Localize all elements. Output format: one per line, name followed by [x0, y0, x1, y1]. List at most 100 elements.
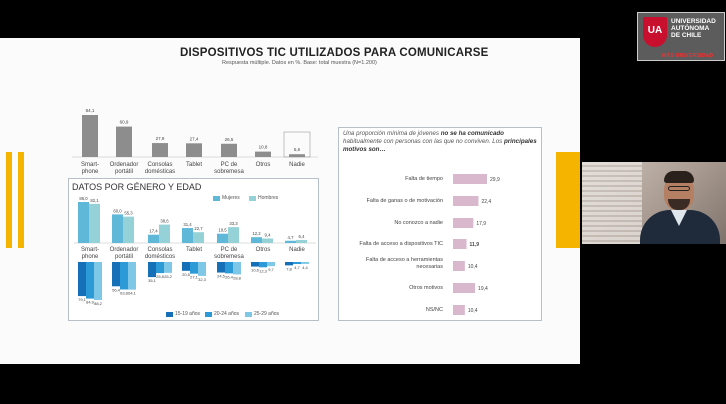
hombres-label-0: 82,1: [90, 198, 99, 203]
hombres-bar-5: [262, 238, 273, 243]
age_25_29-bar-0: [94, 262, 102, 300]
top-bar-label-0: 84,1: [86, 108, 95, 113]
mujeres-label-3: 31,4: [183, 222, 192, 227]
legend-age-15-19-label: 15-19 años: [175, 311, 201, 317]
mujeres-bar-0: [78, 202, 89, 243]
accent-bar-right: [556, 152, 580, 248]
motive-value-0: 29,9: [490, 177, 500, 183]
hombres-label-5: 9,4: [265, 233, 272, 238]
hombres-label-3: 22,7: [194, 226, 203, 231]
age_15_19-bar-2: [148, 262, 156, 278]
age_25_29-label-5: 9,7: [268, 267, 274, 272]
age_20_24-bar-2: [156, 262, 164, 274]
top-bar-label-1: 60,9: [120, 120, 129, 125]
gender-category-5: Otros: [256, 247, 271, 253]
gender-category-0: Smart-phone: [81, 247, 99, 260]
legend-hombres: Hombres: [249, 195, 278, 201]
top-bar-4: [221, 143, 237, 157]
age_15_19-bar-4: [217, 262, 225, 273]
motive-label-1: Falta de ganas o de motivación: [367, 198, 443, 204]
age_20_24-bar-3: [190, 262, 198, 274]
top-bar-label-3: 27,4: [190, 136, 199, 141]
slide-title: DISPOSITIVOS TIC UTILIZADOS PARA COMUNIC…: [180, 47, 489, 59]
motive-value-3: 11,9: [470, 242, 480, 248]
legend-age-20-24-label: 20-24 años: [214, 311, 240, 317]
motive-value-2: 17,9: [476, 221, 486, 227]
age_25_29-label-4: 28,8: [233, 275, 242, 280]
top-bar-label-2: 27,9: [156, 136, 165, 141]
top-bar-0: [82, 115, 98, 157]
legend-age-25-29-label: 25-29 años: [254, 311, 280, 317]
motive-bar-1: [453, 196, 479, 206]
hombres-label-2: 38,6: [160, 219, 169, 224]
mujeres-bar-3: [182, 228, 193, 243]
age_15_19-label-4: 24,5: [217, 274, 226, 279]
legend-age-15-19: 15-19 años: [166, 311, 200, 317]
hombres-bar-0: [89, 203, 100, 243]
top-category-2: Consolas domésticas: [145, 162, 175, 175]
mujeres-bar-5: [251, 237, 262, 243]
age_25_29-label-3: 32,3: [198, 277, 207, 282]
motive-label-2: No conozco a nadie: [394, 220, 443, 226]
age_15_19-bar-1: [112, 262, 120, 287]
age_20_24-bar-6: [293, 262, 301, 265]
gender-age-panel-title: DATOS POR GÉNERO Y EDAD: [72, 182, 202, 192]
age_25_29-bar-3: [198, 262, 206, 276]
motive-value-5: 19,4: [478, 286, 488, 292]
motive-bar-2: [453, 218, 474, 228]
mujeres-label-0: 86,0: [79, 196, 88, 201]
age_20_24-label-2: 25,8: [156, 274, 165, 279]
motive-label-6: NS/NC: [426, 307, 443, 313]
top-bar-3: [186, 143, 202, 157]
top-bar-2: [152, 143, 168, 157]
age_20_24-label-0: 84,9: [86, 300, 95, 305]
legend-age-20-24: 20-24 años: [205, 311, 239, 317]
gender-category-2: Consolas domésticos: [145, 247, 175, 260]
gender-category-3: Tablet: [186, 247, 202, 253]
presenter-beard: [668, 199, 690, 210]
motive-value-4: 10,4: [468, 264, 478, 270]
age_20_24-label-5: 12,3: [259, 268, 268, 273]
age_25_29-label-1: 64,1: [128, 291, 137, 296]
hombres-label-1: 55,3: [124, 211, 133, 216]
age_15_19-bar-5: [251, 262, 259, 267]
mujeres-label-1: 60,0: [113, 208, 122, 213]
motive-label-5: Otros motivos: [409, 285, 443, 291]
motive-label-4: Falta de acceso a herramientas necesarias: [366, 257, 443, 270]
window-blind: [582, 162, 642, 244]
webcam-video-feed[interactable]: [582, 162, 726, 244]
hombres-bar-3: [193, 232, 204, 243]
hombres-bar-2: [159, 224, 170, 243]
age_15_19-label-1: 56,4: [112, 287, 121, 292]
gender-age-panel: [68, 178, 319, 321]
nadie-highlight-box: [283, 131, 311, 158]
age_25_29-bar-6: [301, 262, 309, 264]
mujeres-label-2: 17,4: [149, 229, 158, 234]
age_25_29-bar-2: [164, 262, 172, 273]
top-bar-6: [289, 154, 305, 157]
accent-bar-left-outer: [6, 152, 12, 248]
legend-mujeres-swatch: [213, 195, 220, 201]
ua-shield-icon: UA: [643, 17, 667, 47]
mujeres-bar-1: [112, 214, 123, 243]
age_15_19-label-3: 20,5: [182, 272, 191, 277]
accent-bar-left-inner: [18, 152, 24, 248]
university-name: UNIVERSIDAD AUTÓNOMA DE CHILE: [671, 18, 725, 39]
age_20_24-label-6: 4,7: [294, 265, 300, 270]
mujeres-label-6: 4,7: [288, 235, 295, 240]
age_15_19-bar-6: [285, 262, 293, 266]
age_20_24-label-4: 26,4: [225, 274, 234, 279]
top-category-3: Tablet: [186, 162, 202, 168]
top-category-1: Ordenador portátil: [110, 162, 139, 175]
university-logo: UA UNIVERSIDAD AUTÓNOMA DE CHILE MÁS UNI…: [637, 12, 725, 61]
legend-hombres-swatch: [249, 195, 256, 201]
motive-label-0: Falta de tiempo: [405, 176, 443, 182]
age_25_29-bar-5: [267, 262, 275, 267]
university-name-line-3: DE CHILE: [671, 32, 702, 39]
age_20_24-bar-0: [86, 262, 94, 299]
gender-category-1: Ordenador portátil: [110, 247, 139, 260]
presenter-glasses: [668, 186, 690, 191]
age_15_19-label-0: 79,1: [78, 297, 87, 302]
legend-age-25-29: 25-29 años: [245, 311, 279, 317]
